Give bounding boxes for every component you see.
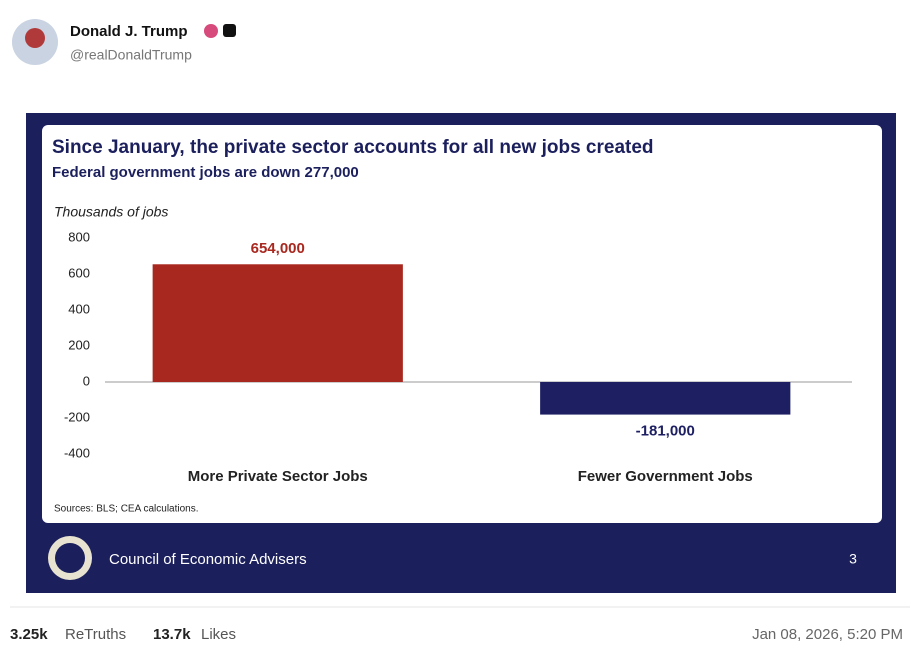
likes-label[interactable]: Likes (201, 626, 236, 643)
y-tick-label: -400 (64, 445, 90, 460)
data-label: 654,000 (251, 240, 305, 257)
plot: -400 -200 0 200 400 600 800 More Private Sector… (64, 229, 852, 485)
slide-page-number: 3 (849, 551, 857, 567)
slide-organization: Council of Economic Advisers (109, 551, 307, 568)
chart-subtitle: Federal government jobs are down 277,000 (52, 164, 359, 181)
y-axis-label: Thousands of jobs (54, 204, 168, 220)
x-tick-label: Fewer Government Jobs (578, 468, 753, 485)
chart-title: Since January, the private sector accoun… (52, 137, 654, 158)
y-tick-label: 400 (68, 301, 90, 316)
y-tick-label: 800 (68, 229, 90, 244)
chart-card (42, 125, 882, 523)
author-handle[interactable]: @realDonaldTrump (70, 47, 192, 63)
data-label: -181,000 (636, 423, 695, 440)
y-tick-label: 600 (68, 265, 90, 280)
retruth-count[interactable]: 3.25k (10, 626, 48, 643)
bar (540, 382, 791, 415)
verified-badge (204, 24, 218, 38)
timestamp: Jan 08, 2026, 5:20 PM (752, 626, 903, 643)
retruth-label[interactable]: ReTruths (65, 626, 126, 643)
y-tick-label: 200 (68, 337, 90, 352)
avatar-detail (25, 28, 45, 48)
likes-count[interactable]: 13.7k (153, 626, 191, 643)
y-tick-label: -200 (64, 409, 90, 424)
seal-inner (55, 543, 85, 573)
author-name[interactable]: Donald J. Trump (70, 23, 188, 40)
y-tick-label: 0 (83, 373, 90, 388)
badge (223, 24, 236, 37)
source-note: Sources: BLS; CEA calculations. (54, 504, 199, 515)
x-tick-label: More Private Sector Jobs (188, 468, 368, 485)
bar (152, 264, 403, 382)
